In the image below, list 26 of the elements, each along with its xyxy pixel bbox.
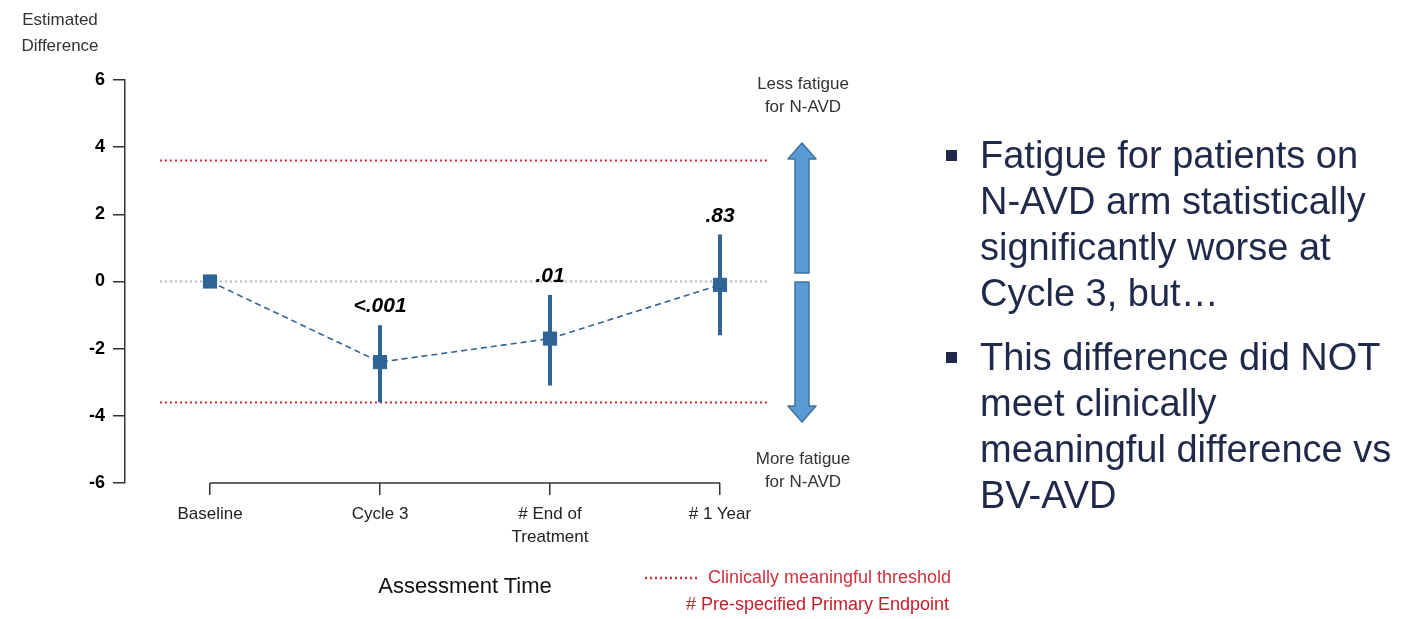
y-tick-label: 6 <box>94 68 105 89</box>
point <box>712 277 728 292</box>
legend-label: Clinically meaningful threshold <box>708 566 952 587</box>
x-tick-label: Cycle 3 <box>351 504 409 524</box>
y-tick-label: -4 <box>88 404 105 425</box>
y-tick-label: 2 <box>94 203 105 224</box>
point <box>542 331 558 346</box>
point <box>202 274 218 289</box>
annotation: More fatigue for N-AVD <box>754 448 852 493</box>
text: This difference did NOT meet clinically meaningful difference vs BV-AVD <box>980 335 1393 518</box>
annotation: .01 <box>535 263 565 287</box>
y-tick-label: -2 <box>88 337 105 358</box>
y-axis-title: Estimated Difference <box>21 9 99 55</box>
y-tick-label: 0 <box>94 270 105 291</box>
x-tick-label: Baseline <box>177 504 243 524</box>
y-tick-label: 4 <box>94 136 105 157</box>
point <box>372 355 388 370</box>
y-tick-label: -6 <box>88 471 105 492</box>
x-axis-title: Assessment Time <box>378 572 552 598</box>
annotation: Less fatigue for N-AVD <box>756 73 850 118</box>
annotation: .83 <box>705 202 735 226</box>
text: # Pre-specified Primary Endpoint <box>686 593 950 614</box>
annotation: <.001 <box>353 293 407 317</box>
text: Fatigue for patients on N-AVD arm statistically significantly worse at Cycle 3, but… <box>980 133 1367 316</box>
x-tick-label: # End of Treatment <box>511 504 589 547</box>
x-tick-label: # 1 Year <box>688 504 752 524</box>
